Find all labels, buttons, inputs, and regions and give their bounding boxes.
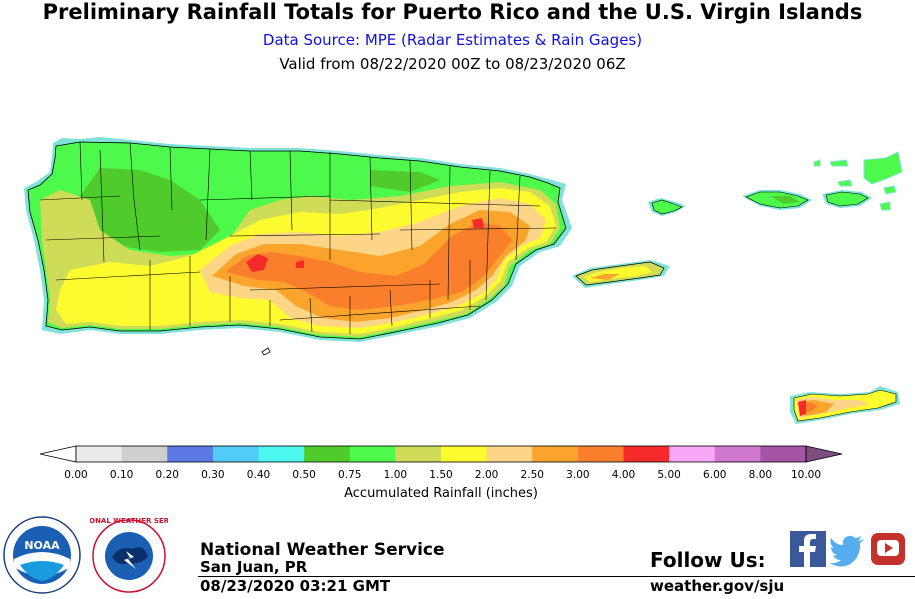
- colorbar-tick-label: 3.00: [566, 469, 589, 480]
- puerto-rico-island: [24, 137, 572, 356]
- colorbar-tick-label: 4.00: [612, 469, 635, 480]
- colorbar-segment: [532, 446, 579, 462]
- colorbar-segment: [669, 446, 716, 462]
- valid-period-label: Valid from 08/22/2020 00Z to 08/23/2020 …: [279, 55, 626, 73]
- noaa-logo-text: NOAA: [24, 539, 60, 552]
- colorbar-tick-label: 10.00: [791, 469, 821, 480]
- youtube-icon[interactable]: [870, 531, 906, 567]
- st-croix-island: [790, 386, 900, 424]
- map-title: Preliminary Rainfall Totals for Puerto R…: [42, 0, 863, 24]
- colorbar-segment: [441, 446, 488, 462]
- colorbar-tick-label: 1.50: [429, 469, 452, 480]
- colorbar-over-arrow: [805, 445, 843, 463]
- colorbar-segment: [167, 446, 214, 462]
- colorbar-tick-label: 0.30: [201, 469, 224, 480]
- colorbar-segment: [349, 446, 396, 462]
- colorbar-segment: [212, 446, 259, 462]
- desecheo-island: [261, 347, 271, 356]
- colorbar-segment: [760, 446, 807, 462]
- colorbar-tick-label: 6.00: [703, 469, 726, 480]
- colorbar-segment: [395, 446, 442, 462]
- culebra-island: [648, 198, 686, 216]
- rainfall-map: [24, 137, 903, 424]
- rain-band-300: [226, 222, 512, 310]
- municipal-boundaries: [39, 141, 557, 334]
- colorbar-tick-label: 0.10: [110, 469, 133, 480]
- rainfall-colorbar: 0.00 0.10 0.20 0.30 0.40 0.50 0.75 1.00 1.50 2.00…: [39, 445, 843, 480]
- colorbar-segment: [577, 446, 624, 462]
- issued-timestamp: 08/23/2020 03:21 GMT: [200, 577, 391, 595]
- colorbar-caption: Accumulated Rainfall (inches): [344, 486, 538, 501]
- nws-logo-ring-text: NATIONAL WEATHER SERVICE: [90, 517, 168, 525]
- colorbar-tick-label: 1.00: [384, 469, 407, 480]
- rain-band-075: [70, 168, 440, 252]
- colorbar-segment: [258, 446, 305, 462]
- vieques-island: [572, 260, 670, 288]
- colorbar-segment: [121, 446, 168, 462]
- colorbar-tick-label: 5.00: [657, 469, 680, 480]
- colorbar-tick-label: 8.00: [749, 469, 772, 480]
- colorbar-tick-label: 2.50: [521, 469, 544, 480]
- colorbar-segment: [304, 446, 351, 462]
- colorbar-tick-label: 0.00: [64, 469, 87, 480]
- follow-us-label: Follow Us:: [650, 548, 766, 572]
- colorbar-segment: [76, 446, 123, 462]
- colorbar-segment: [486, 446, 533, 462]
- website-link[interactable]: weather.gov/sju: [650, 577, 785, 595]
- colorbar-tick-label: 0.40: [247, 469, 270, 480]
- data-source-label: Data Source: MPE (Radar Estimates & Rain…: [262, 31, 643, 49]
- twitter-icon[interactable]: [830, 531, 866, 567]
- colorbar-under-arrow: [39, 445, 77, 463]
- colorbar-segment: [623, 446, 670, 462]
- st-thomas-st-john-islands: [742, 151, 903, 211]
- colorbar-tick-label: 0.75: [338, 469, 361, 480]
- puerto-rico-outline: [27, 141, 567, 340]
- nws-office: San Juan, PR: [200, 558, 308, 576]
- colorbar-outline: [75, 445, 807, 463]
- colorbar-tick-label: 0.20: [156, 469, 179, 480]
- noaa-logo: NOAA: [3, 516, 81, 594]
- footer-divider: [198, 576, 915, 577]
- facebook-icon[interactable]: [790, 531, 826, 567]
- colorbar-segment: [714, 446, 761, 462]
- nws-name: National Weather Service: [200, 540, 445, 560]
- colorbar-tick-label: 2.00: [475, 469, 498, 480]
- colorbar-tick-label: 0.50: [292, 469, 315, 480]
- nws-logo: NATIONAL WEATHER SERVICE: [90, 517, 168, 593]
